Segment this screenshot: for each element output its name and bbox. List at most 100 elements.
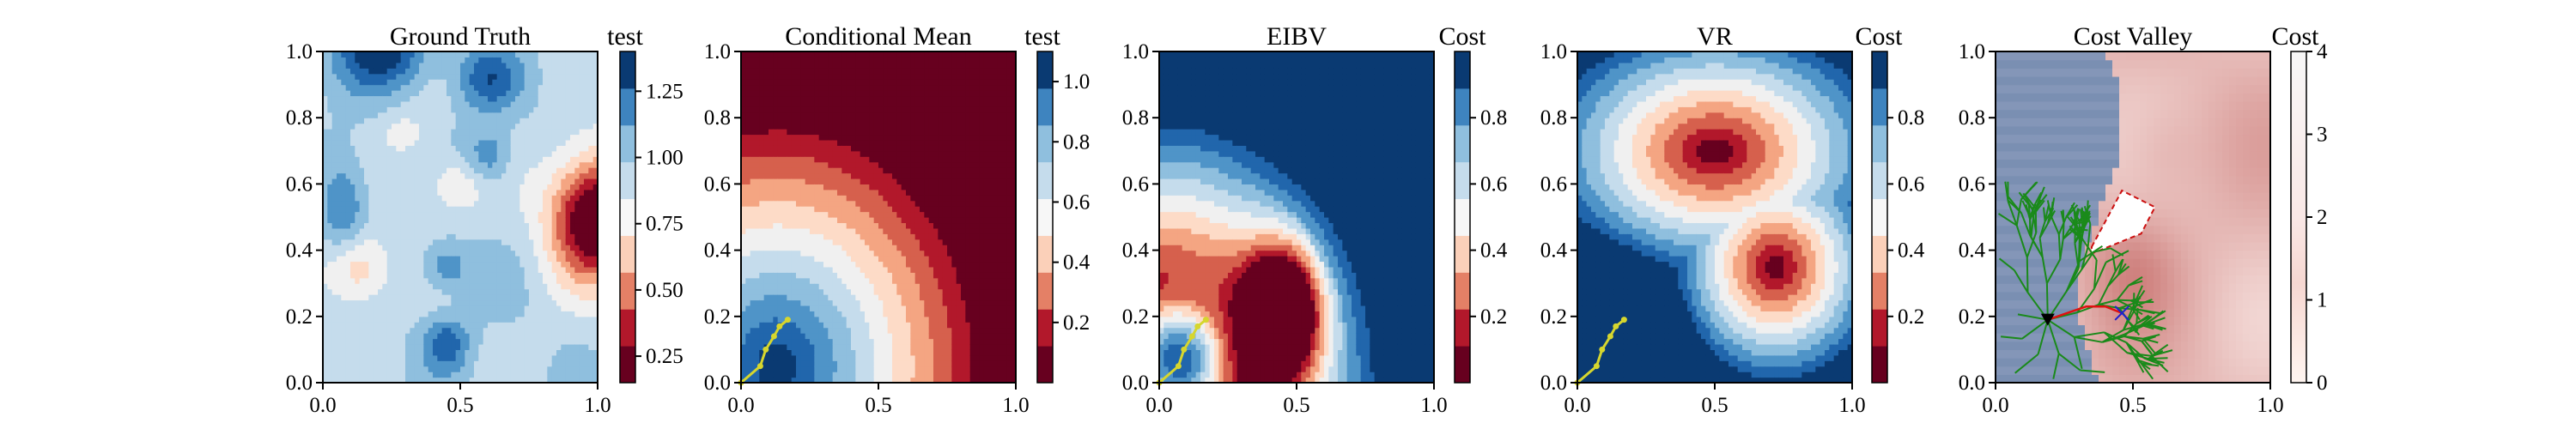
heatmap-cell (533, 195, 539, 202)
heatmap-cell (841, 217, 848, 224)
heatmap-cell (506, 233, 512, 240)
heatmap-cell (773, 349, 779, 356)
heatmap-cell (410, 167, 416, 174)
heatmap-cell (510, 333, 516, 340)
heatmap-cell (460, 106, 465, 113)
heatmap-cell (323, 245, 328, 251)
heatmap-cell (506, 366, 512, 372)
heatmap-cell (496, 84, 502, 91)
heatmap-cell (814, 123, 820, 130)
heatmap-cell (368, 366, 374, 372)
heatmap-cell (800, 366, 806, 372)
heatmap-cell (588, 150, 594, 157)
heatmap-cell (805, 250, 811, 257)
heatmap-cell (755, 189, 760, 196)
heatmap-cell (570, 145, 575, 152)
heatmap-cell (759, 167, 765, 174)
heatmap-cell (428, 372, 434, 378)
heatmap-cell (524, 277, 530, 284)
heatmap-cell (433, 150, 438, 157)
heatmap-cell (543, 283, 548, 290)
heatmap-cell (396, 150, 402, 157)
heatmap-cell (561, 51, 567, 58)
heatmap-cell (547, 184, 553, 190)
heatmap-cell (561, 311, 567, 317)
heatmap-cell (533, 118, 539, 124)
heatmap-cell (787, 377, 793, 384)
heatmap-cell (533, 256, 539, 263)
heatmap-cell (592, 51, 598, 58)
heatmap-cell (741, 106, 746, 113)
heatmap-cell (359, 68, 365, 75)
heatmap-cell (533, 245, 539, 251)
heatmap-cell (763, 156, 769, 163)
heatmap-cell (837, 206, 842, 213)
heatmap-cell (745, 305, 751, 311)
heatmap-cell (368, 333, 374, 340)
heatmap-cell (588, 217, 594, 224)
heatmap-cell (378, 366, 383, 372)
heatmap-cell (455, 90, 461, 97)
heatmap-cell (331, 283, 337, 290)
panel-ground-truth: Ground Truth 0.0 0.5 1.00.00.20.40.60.81.0… (286, 22, 683, 417)
heatmap-cell (337, 95, 342, 102)
heatmap-cell (818, 288, 824, 295)
heatmap-cell (506, 51, 512, 58)
heatmap-cell (561, 139, 567, 146)
heatmap-cell (327, 288, 333, 295)
heatmap-cell (419, 372, 424, 378)
heatmap-cell (510, 222, 516, 229)
colorbar-segment (620, 51, 635, 89)
heatmap-cell (341, 360, 347, 367)
heatmap-cell (791, 84, 797, 91)
heatmap-cell (814, 134, 820, 141)
heatmap-cell (769, 51, 774, 58)
heatmap-cell (474, 222, 479, 229)
heatmap-cell (400, 311, 406, 317)
colorbar-label: test (607, 22, 643, 51)
heatmap-cell (565, 156, 571, 163)
heatmap-cell (759, 123, 765, 130)
heatmap-cell (574, 327, 580, 334)
heatmap-cell (392, 206, 397, 213)
heatmap-cell (460, 333, 465, 340)
heatmap-cell (538, 277, 544, 284)
heatmap-cell (345, 299, 351, 306)
heatmap-cell (588, 100, 594, 107)
heatmap-cell (350, 139, 355, 146)
heatmap-cell (478, 189, 484, 196)
heatmap-cell (763, 112, 769, 118)
heatmap-cell (492, 256, 498, 263)
heatmap-cell (787, 90, 793, 97)
heatmap-cell (787, 250, 793, 257)
heatmap-cell (386, 261, 392, 268)
heatmap-cell (828, 349, 834, 356)
heatmap-cell (373, 145, 379, 152)
heatmap-cell (451, 277, 457, 284)
heatmap-cell (478, 333, 484, 340)
heatmap-cell (386, 118, 392, 124)
heatmap-cell (515, 343, 520, 350)
heatmap-cell (433, 79, 438, 86)
heatmap-cell (538, 322, 544, 329)
heatmap-cell (828, 189, 834, 196)
heatmap-cell (496, 311, 502, 317)
heatmap-cell (492, 189, 498, 196)
heatmap-cell (519, 366, 526, 372)
heatmap-cell (451, 95, 457, 102)
heatmap-cell (331, 266, 337, 273)
heatmap-cell (565, 73, 571, 80)
heatmap-cell (373, 178, 379, 184)
heatmap-cell (331, 277, 337, 284)
heatmap-cell (510, 100, 516, 107)
heatmap-cell (823, 272, 829, 279)
heatmap-cell (433, 316, 438, 323)
heatmap-cell (791, 245, 797, 251)
heatmap-cell (327, 195, 333, 202)
heatmap-cell (368, 277, 374, 284)
heatmap-cell (423, 106, 429, 113)
heatmap-cell (373, 90, 379, 97)
heatmap-cell (492, 277, 498, 284)
heatmap-cell (588, 256, 594, 263)
heatmap-cell (524, 172, 530, 179)
